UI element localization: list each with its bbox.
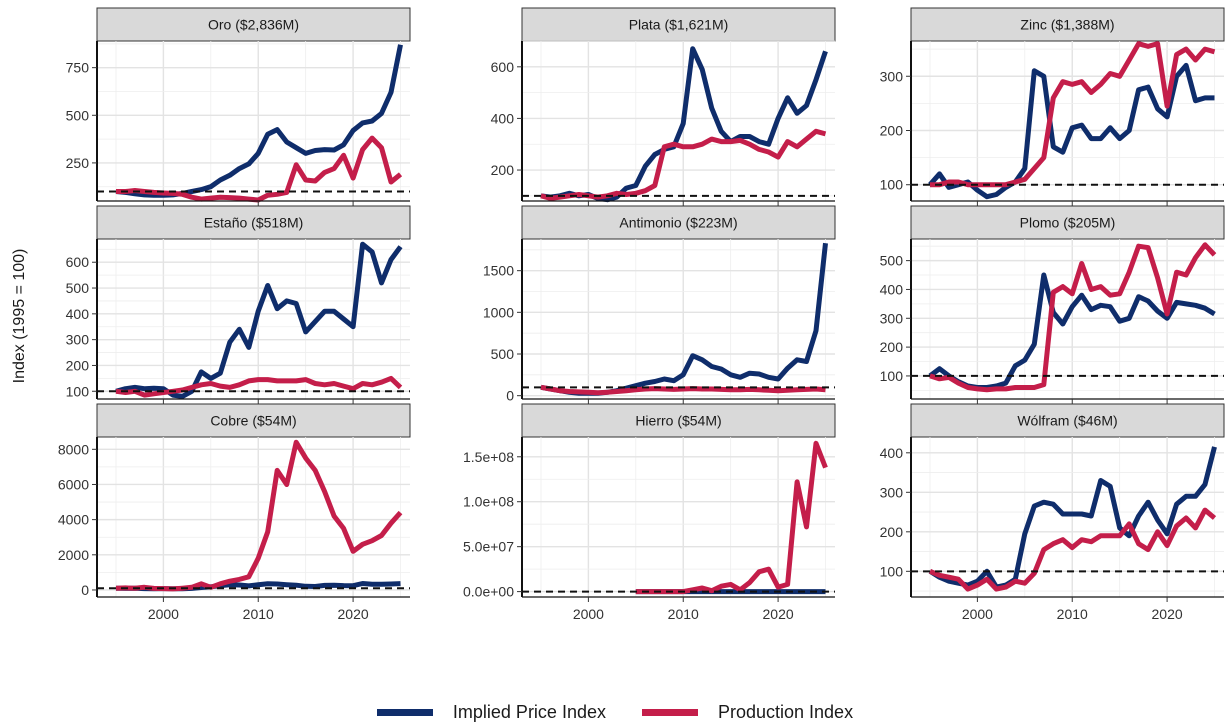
legend-key-price: [376, 708, 433, 716]
faceted-line-chart: Index (1995 = 100) Oro ($2,836M) 250 500 75…: [11, 7, 1225, 622]
y-tick-label: 1.0e+08: [463, 494, 514, 510]
y-tick-label: 400: [880, 281, 904, 297]
y-axis-title: Index (1995 = 100): [11, 249, 28, 384]
y-tick-label: 400: [880, 445, 904, 461]
y-tick-label: 1000: [483, 304, 514, 320]
x-tick-label: 2020: [338, 606, 369, 622]
y-tick-label: 1.5e+08: [463, 449, 514, 465]
y-tick-label: 0: [506, 388, 514, 404]
series-line-production-index: [540, 384, 826, 396]
panel-strip: [521, 205, 836, 240]
panel-title: Hierro ($54M): [635, 413, 721, 429]
legend: Implied Price Index Production Index: [0, 700, 1230, 724]
y-tick-label: 100: [880, 368, 904, 384]
panel-strip: [96, 205, 411, 240]
series-line-production-index: [116, 135, 403, 203]
panel-title: Cobre ($54M): [210, 413, 296, 429]
panel-title: Plata ($1,621M): [629, 17, 729, 33]
panel-zinc-1-388m: Zinc ($1,388M) 100 200 300: [880, 7, 1225, 206]
series-line-implied-price-index: [928, 446, 1217, 590]
y-tick-label: 500: [880, 253, 904, 269]
series-line-production-index: [929, 507, 1217, 592]
panel-strip: [521, 403, 836, 438]
panel-strip: [96, 403, 411, 438]
y-tick-label: 100: [66, 383, 90, 399]
legend-item-production: Production Index: [641, 701, 854, 723]
y-tick-label: 400: [66, 306, 90, 322]
panel-title: Antimonio ($223M): [619, 215, 737, 231]
y-tick-label: 1500: [483, 263, 514, 279]
x-tick-label: 2010: [1057, 606, 1088, 622]
series-line-production-index: [115, 375, 403, 398]
panel-title: Wólfram ($46M): [1017, 413, 1117, 429]
y-tick-label: 200: [491, 162, 515, 178]
y-tick-label: 750: [66, 60, 90, 76]
y-tick-label: 400: [491, 110, 515, 126]
panel-strip: [521, 7, 836, 42]
panel-wolfram-46m: Wólfram ($46M) 100 200 300 400 2000 2010 2020: [880, 403, 1225, 622]
y-tick-label: 100: [880, 177, 904, 193]
x-tick-label: 2000: [573, 606, 604, 622]
panel-estano-518m: Estaño ($518M) 100 200 300 400 500 600: [66, 205, 411, 404]
y-tick-label: 300: [880, 484, 904, 500]
y-tick-label: 300: [66, 332, 90, 348]
y-tick-label: 2000: [58, 547, 89, 563]
panel-cobre-54m: Cobre ($54M) 0 2000 4000 6000 8000 2000 2010 202…: [58, 403, 411, 622]
y-tick-label: 4000: [58, 512, 89, 528]
y-tick-label: 200: [880, 122, 904, 138]
y-tick-label: 250: [66, 155, 90, 171]
x-tick-label: 2000: [148, 606, 179, 622]
y-tick-label: 6000: [58, 476, 89, 492]
y-tick-label: 500: [66, 280, 90, 296]
panel-strip: [910, 205, 1225, 240]
y-tick-label: 500: [491, 346, 515, 362]
panel-antimonio-223m: Antimonio ($223M) 0 500 1000 1500: [483, 205, 836, 404]
y-tick-label: 300: [880, 68, 904, 84]
series-line-production-index: [929, 242, 1217, 393]
legend-key-production: [641, 708, 698, 716]
panel-title: Plomo ($205M): [1020, 215, 1116, 231]
y-tick-label: 300: [880, 310, 904, 326]
panel-plata-1-621m: Plata ($1,621M) 200 400 600: [491, 7, 836, 206]
legend-label-price: Implied Price Index: [452, 701, 606, 722]
x-tick-label: 2000: [962, 606, 993, 622]
y-tick-label: 0: [81, 582, 89, 598]
series-line-implied-price-index: [115, 241, 403, 399]
y-tick-label: 0.0e+00: [463, 584, 514, 600]
series-line-implied-price-index: [928, 62, 1215, 200]
y-tick-label: 200: [880, 524, 904, 540]
y-tick-label: 500: [66, 107, 90, 123]
panel-oro-2-836m: Oro ($2,836M) 250 500 750: [66, 7, 411, 206]
y-tick-label: 100: [880, 563, 904, 579]
panel-title: Oro ($2,836M): [208, 17, 299, 33]
panel-hierro-54m: Hierro ($54M) 0.0e+00 5.0e+07 1.0e+08 1.5e+0…: [463, 403, 836, 622]
panel-strip: [910, 7, 1225, 42]
panel-title: Zinc ($1,388M): [1020, 17, 1114, 33]
x-tick-label: 2010: [668, 606, 699, 622]
y-tick-label: 8000: [58, 441, 89, 457]
legend-item-price: Implied Price Index: [376, 701, 606, 723]
y-tick-label: 5.0e+07: [463, 539, 514, 555]
x-tick-label: 2020: [1152, 606, 1183, 622]
x-tick-label: 2010: [243, 606, 274, 622]
panel-strip: [96, 7, 411, 42]
y-tick-label: 200: [880, 339, 904, 355]
legend-label-production: Production Index: [717, 701, 854, 722]
panel-title: Estaño ($518M): [204, 215, 304, 231]
panel-plomo-205m: Plomo ($205M) 100 200 300 400 500: [880, 205, 1225, 404]
y-tick-label: 200: [66, 357, 90, 373]
y-tick-label: 600: [66, 254, 90, 270]
y-tick-label: 600: [491, 59, 515, 75]
x-tick-label: 2020: [763, 606, 794, 622]
panel-strip: [910, 403, 1225, 438]
